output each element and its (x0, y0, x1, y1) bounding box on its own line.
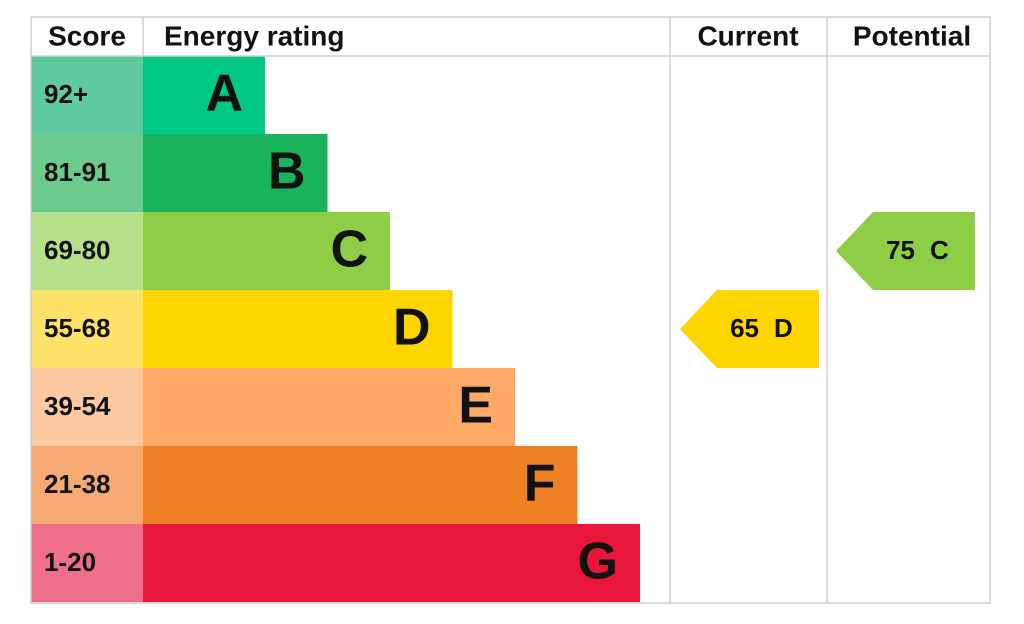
rating-bar (143, 290, 453, 368)
score-cell (31, 212, 143, 290)
rating-letter: D (393, 299, 431, 357)
rating-bar (143, 56, 265, 134)
potential-letter: C (930, 235, 949, 265)
score-label: 92+ (44, 79, 88, 109)
current-letter: D (774, 313, 793, 343)
score-label: 55-68 (44, 313, 111, 343)
rating-bar (143, 368, 515, 446)
score-cell (31, 524, 143, 602)
header-rating: Energy rating (164, 20, 344, 51)
header-current: Current (697, 20, 798, 51)
score-label: 39-54 (44, 391, 111, 421)
header-score: Score (48, 20, 126, 51)
current-arrow (680, 290, 819, 368)
rating-letter: B (268, 143, 306, 201)
potential-arrow (836, 212, 975, 290)
score-label: 1-20 (44, 547, 96, 577)
score-label: 69-80 (44, 235, 111, 265)
rating-bar (143, 524, 640, 602)
score-cell (31, 56, 143, 134)
score-cell (31, 368, 143, 446)
score-label: 81-91 (44, 157, 111, 187)
rating-letter: G (578, 533, 618, 591)
rating-bar (143, 134, 328, 212)
rating-bar (143, 446, 578, 524)
score-label: 21-38 (44, 469, 111, 499)
rating-letter: A (205, 65, 243, 123)
score-cell (31, 446, 143, 524)
rating-bar (143, 212, 390, 290)
current-value: 65 (730, 313, 759, 343)
score-cell (31, 134, 143, 212)
rating-letter: F (524, 455, 556, 513)
potential-value: 75 (886, 235, 915, 265)
table-border (30, 16, 991, 604)
rating-letter: E (458, 377, 493, 435)
score-cell (31, 290, 143, 368)
table-grid (30, 16, 991, 604)
header-potential: Potential (853, 20, 971, 51)
rating-letter: C (330, 221, 368, 279)
